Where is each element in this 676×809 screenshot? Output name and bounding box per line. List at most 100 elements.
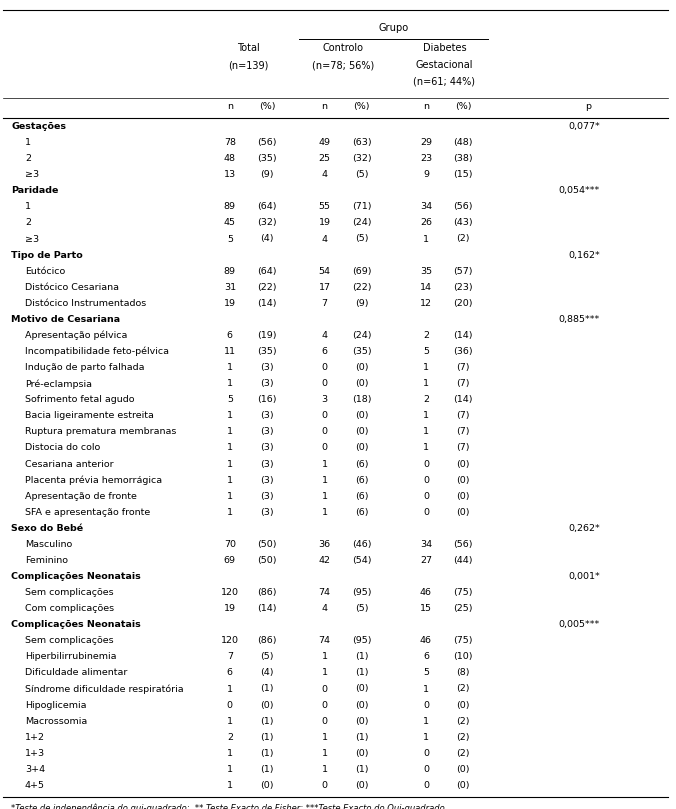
Text: 1: 1 (227, 411, 233, 421)
Text: (24): (24) (352, 218, 371, 227)
Text: (0): (0) (355, 443, 368, 452)
Text: 0,162*: 0,162* (569, 251, 600, 260)
Text: 1: 1 (227, 508, 233, 517)
Text: 49: 49 (318, 138, 331, 147)
Text: Bacia ligeiramente estreita: Bacia ligeiramente estreita (25, 411, 153, 421)
Text: 1: 1 (423, 684, 429, 693)
Text: 1: 1 (227, 749, 233, 758)
Text: (9): (9) (260, 170, 274, 180)
Text: (22): (22) (352, 282, 371, 292)
Text: Sofrimento fetal agudo: Sofrimento fetal agudo (25, 396, 135, 404)
Text: (3): (3) (260, 508, 274, 517)
Text: 3: 3 (321, 396, 328, 404)
Text: 34: 34 (420, 202, 432, 211)
Text: (20): (20) (454, 299, 473, 307)
Text: 19: 19 (318, 218, 331, 227)
Text: p: p (585, 102, 591, 111)
Text: (6): (6) (355, 476, 368, 485)
Text: Gestações: Gestações (11, 122, 66, 131)
Text: (69): (69) (352, 267, 371, 276)
Text: Gestacional: Gestacional (416, 60, 473, 70)
Text: (3): (3) (260, 363, 274, 372)
Text: 34: 34 (420, 540, 432, 549)
Text: Distócico Instrumentados: Distócico Instrumentados (25, 299, 146, 307)
Text: 0: 0 (322, 717, 327, 726)
Text: 35: 35 (420, 267, 432, 276)
Text: 1: 1 (227, 363, 233, 372)
Text: 4: 4 (322, 331, 327, 340)
Text: 0: 0 (423, 460, 429, 468)
Text: Tipo de Parto: Tipo de Parto (11, 251, 83, 260)
Text: (71): (71) (352, 202, 371, 211)
Text: Hiperbilirrubinemia: Hiperbilirrubinemia (25, 652, 116, 661)
Text: (44): (44) (454, 556, 473, 565)
Text: (16): (16) (258, 396, 276, 404)
Text: 1: 1 (227, 492, 233, 501)
Text: (n=61; 44%): (n=61; 44%) (414, 77, 475, 87)
Text: SFA e apresentação fronte: SFA e apresentação fronte (25, 508, 150, 517)
Text: (8): (8) (456, 668, 470, 677)
Text: (5): (5) (260, 652, 274, 661)
Text: Total: Total (237, 43, 260, 53)
Text: (1): (1) (260, 749, 274, 758)
Text: 1: 1 (227, 443, 233, 452)
Text: 2: 2 (423, 396, 429, 404)
Text: 17: 17 (318, 282, 331, 292)
Text: (3): (3) (260, 411, 274, 421)
Text: 1: 1 (322, 765, 327, 774)
Text: Dificuldade alimentar: Dificuldade alimentar (25, 668, 127, 677)
Text: (5): (5) (355, 604, 368, 613)
Text: 1: 1 (25, 202, 31, 211)
Text: (1): (1) (260, 733, 274, 742)
Text: 0: 0 (423, 492, 429, 501)
Text: (75): (75) (454, 588, 473, 597)
Text: (75): (75) (454, 637, 473, 646)
Text: (0): (0) (456, 508, 470, 517)
Text: 1: 1 (322, 508, 327, 517)
Text: 89: 89 (224, 267, 236, 276)
Text: (3): (3) (260, 460, 274, 468)
Text: 27: 27 (420, 556, 432, 565)
Text: Ruptura prematura membranas: Ruptura prematura membranas (25, 427, 176, 436)
Text: (95): (95) (352, 637, 371, 646)
Text: 1: 1 (227, 684, 233, 693)
Text: 0: 0 (423, 765, 429, 774)
Text: (1): (1) (355, 668, 368, 677)
Text: (3): (3) (260, 379, 274, 388)
Text: 1+2: 1+2 (25, 733, 45, 742)
Text: 0,001*: 0,001* (569, 572, 600, 581)
Text: Placenta prévia hemorrágica: Placenta prévia hemorrágica (25, 476, 162, 485)
Text: 13: 13 (224, 170, 236, 180)
Text: Cesariana anterior: Cesariana anterior (25, 460, 114, 468)
Text: 1: 1 (423, 363, 429, 372)
Text: 5: 5 (227, 235, 233, 244)
Text: 0,262*: 0,262* (569, 523, 600, 533)
Text: (64): (64) (258, 202, 276, 211)
Text: Controlo: Controlo (322, 43, 364, 53)
Text: ≥3: ≥3 (25, 170, 39, 180)
Text: (15): (15) (454, 170, 473, 180)
Text: 3+4: 3+4 (25, 765, 45, 774)
Text: (0): (0) (456, 701, 470, 709)
Text: (54): (54) (352, 556, 371, 565)
Text: 120: 120 (221, 637, 239, 646)
Text: (9): (9) (355, 299, 368, 307)
Text: (0): (0) (355, 363, 368, 372)
Text: 4: 4 (322, 170, 327, 180)
Text: 1: 1 (227, 476, 233, 485)
Text: 7: 7 (227, 652, 233, 661)
Text: (2): (2) (456, 749, 470, 758)
Text: Complicações Neonatais: Complicações Neonatais (11, 621, 141, 629)
Text: (n=78; 56%): (n=78; 56%) (312, 60, 375, 70)
Text: 19: 19 (224, 604, 236, 613)
Text: 0,885***: 0,885*** (559, 315, 600, 324)
Text: 1: 1 (423, 733, 429, 742)
Text: (0): (0) (355, 717, 368, 726)
Text: (50): (50) (258, 540, 276, 549)
Text: (36): (36) (453, 347, 473, 356)
Text: 0,054***: 0,054*** (559, 186, 600, 195)
Text: Sem complicações: Sem complicações (25, 637, 114, 646)
Text: 1: 1 (227, 717, 233, 726)
Text: 1: 1 (423, 379, 429, 388)
Text: 15: 15 (420, 604, 432, 613)
